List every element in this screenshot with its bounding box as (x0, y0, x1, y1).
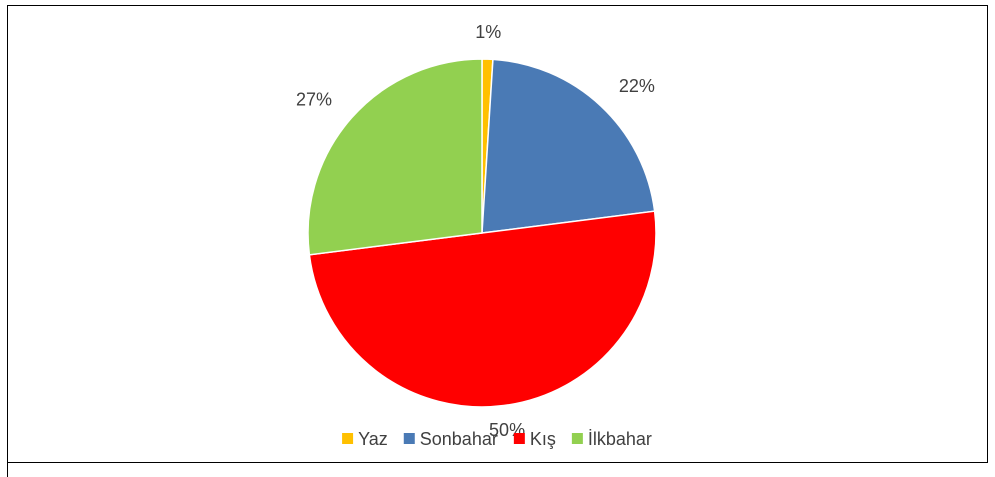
pie-slice (481, 58, 656, 234)
legend-label: Yaz (358, 429, 388, 449)
data-label: 1% (475, 22, 501, 42)
legend-swatch (513, 433, 525, 444)
legend-swatch (571, 433, 583, 444)
pie-slice (307, 58, 483, 256)
data-label: 27% (296, 89, 332, 109)
legend-swatch (342, 433, 354, 444)
legend-swatch (403, 433, 415, 444)
legend-label: Sonbahar (420, 429, 498, 449)
legend-label: İlkbahar (588, 429, 652, 449)
data-label: 22% (619, 76, 655, 96)
chart-frame (7, 5, 988, 463)
pie-slice (308, 210, 657, 408)
legend-label: Kış (530, 429, 556, 449)
